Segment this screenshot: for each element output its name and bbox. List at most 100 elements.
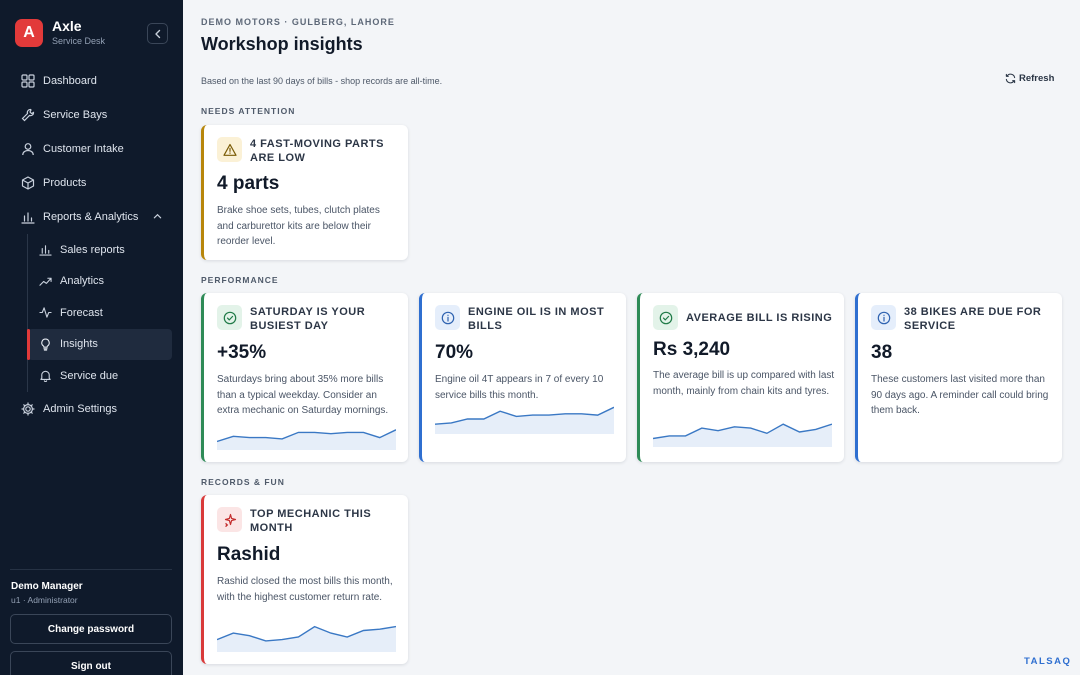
sidebar-divider — [10, 569, 172, 570]
user-icon — [20, 142, 35, 157]
lightbulb-icon — [38, 337, 52, 351]
sidebar-item-analytics[interactable]: Analytics — [28, 266, 183, 298]
pulse-icon — [38, 306, 52, 320]
sparkline-top-mechanic — [217, 625, 396, 652]
card-title: TOP MECHANIC THIS MONTH — [250, 508, 372, 534]
app-logo: A — [15, 18, 43, 47]
card-value: 4 parts — [217, 173, 280, 194]
user-role: u1 · Administrator — [11, 595, 78, 605]
info-icon — [435, 305, 460, 330]
insight-card-engine-oil[interactable]: ENGINE OIL IS IN MOST BILLS 70% Engine o… — [419, 293, 626, 462]
card-value: 38 — [871, 342, 893, 363]
app-subtitle: Service Desk — [52, 36, 106, 46]
warning-icon — [217, 137, 242, 162]
card-title: SATURDAY IS YOUR BUSIEST DAY — [250, 306, 366, 332]
card-value: +35% — [217, 342, 267, 363]
trend-icon — [38, 274, 52, 288]
sidebar-item-insights[interactable]: Insights — [27, 328, 172, 360]
sparkline-line — [217, 625, 396, 642]
sparkline-line — [435, 406, 614, 425]
change-password-button[interactable]: Change password — [10, 614, 172, 644]
refresh-icon — [1005, 73, 1016, 84]
card-title: ENGINE OIL IS IN MOST BILLS — [468, 306, 605, 332]
insight-card-bikes-due[interactable]: 38 BIKES ARE DUE FOR SERVICE 38 These cu… — [855, 293, 1062, 462]
card-description: Saturdays bring about 35% more bills tha… — [217, 374, 389, 416]
wrench-icon — [20, 108, 35, 123]
sidebar-item-label: Service Bays — [43, 109, 108, 121]
sidebar-item-forecast[interactable]: Forecast — [28, 297, 183, 329]
shop-name: DEMO MOTORS · GULBERG, LAHORE — [201, 17, 395, 27]
sidebar-item-dashboard[interactable]: Dashboard — [0, 64, 183, 98]
card-description: Rashid closed the most bills this month,… — [217, 576, 393, 603]
card-title: 38 BIKES ARE DUE FOR SERVICE — [904, 306, 1042, 332]
card-value: Rashid — [217, 544, 281, 565]
sparkline-line — [217, 429, 396, 443]
grid-icon — [20, 74, 35, 89]
card-title: AVERAGE BILL IS RISING — [686, 311, 833, 324]
refresh-button[interactable]: Refresh — [1005, 73, 1054, 84]
sparkline-busiest-day — [217, 429, 396, 450]
main-content: DEMO MOTORS · GULBERG, LAHORE Workshop i… — [183, 0, 1080, 675]
card-value: 70% — [435, 342, 474, 363]
card-value: Rs 3,240 — [653, 339, 731, 360]
card-description: Engine oil 4T appears in 7 of every 10 s… — [435, 374, 604, 401]
insight-card-average-bill[interactable]: AVERAGE BILL IS RISING Rs 3,240 The aver… — [637, 293, 844, 462]
chevron-up-icon — [153, 212, 162, 224]
info-icon — [871, 305, 896, 330]
sparkline-line — [653, 423, 832, 440]
brand[interactable]: A Axle Service Desk — [15, 18, 105, 47]
collapse-sidebar-button[interactable] — [147, 23, 168, 44]
section-label-needs-attention: NEEDS ATTENTION — [201, 106, 296, 116]
sidebar-item-products[interactable]: Products — [0, 166, 183, 200]
bar-chart-icon — [20, 210, 35, 225]
insight-card-low-parts[interactable]: 4 FAST-MOVING PARTS ARE LOW 4 parts Brak… — [201, 125, 408, 260]
sidebar-item-label: Analytics — [60, 275, 105, 288]
sidebar-item-label: Insights — [60, 338, 98, 351]
sidebar-item-label: Admin Settings — [43, 402, 117, 415]
sidebar-item-customer-intake[interactable]: Customer Intake — [0, 132, 183, 166]
sidebar-item-label: Sales reports — [60, 243, 125, 256]
sidebar: A Axle Service Desk Dashboard Service Ba… — [0, 0, 183, 675]
sidebar-item-admin-settings[interactable]: Admin Settings — [0, 392, 183, 426]
main-nav: Dashboard Service Bays Customer Intake P… — [0, 64, 183, 426]
check-circle-icon — [217, 305, 242, 330]
page-title: Workshop insights — [201, 34, 363, 54]
sparkle-icon — [217, 507, 242, 532]
card-description: The average bill is up compared with las… — [653, 370, 835, 397]
refresh-label: Refresh — [1019, 73, 1055, 84]
gear-icon — [20, 401, 35, 416]
watermark: TALSAQ — [1024, 656, 1072, 667]
sparkline-engine-oil — [435, 406, 614, 434]
sidebar-item-reports-analytics[interactable]: Reports & Analytics — [0, 200, 183, 234]
check-circle-icon — [653, 305, 678, 330]
sparkline-area — [653, 424, 832, 447]
section-label-records: RECORDS & FUN — [201, 477, 285, 487]
reports-subnav: Sales reports Analytics Forecast Insight… — [27, 234, 183, 392]
insight-card-busiest-day[interactable]: SATURDAY IS YOUR BUSIEST DAY +35% Saturd… — [201, 293, 408, 462]
card-description: Brake shoe sets, tubes, clutch plates an… — [217, 205, 380, 247]
sidebar-item-label: Reports & Analytics — [43, 211, 139, 223]
sidebar-item-label: Service due — [60, 369, 119, 382]
sparkline-area — [217, 626, 396, 652]
card-title: 4 FAST-MOVING PARTS ARE LOW — [250, 138, 384, 164]
sidebar-item-service-bays[interactable]: Service Bays — [0, 98, 183, 132]
data-basis-note: Based on the last 90 days of bills - sho… — [201, 76, 443, 86]
sidebar-item-label: Customer Intake — [43, 143, 124, 155]
sparkline-average-bill — [653, 423, 832, 447]
chevron-left-icon — [154, 29, 160, 38]
sign-out-button[interactable]: Sign out — [10, 651, 172, 675]
card-description: These customers last visited more than 9… — [871, 374, 1049, 416]
current-user: Demo Manager u1 · Administrator — [11, 581, 83, 605]
insight-card-top-mechanic[interactable]: TOP MECHANIC THIS MONTH Rashid Rashid cl… — [201, 495, 408, 664]
section-label-performance: PERFORMANCE — [201, 275, 279, 285]
bell-icon — [38, 369, 52, 383]
sidebar-item-label: Dashboard — [43, 75, 97, 87]
app-name: Axle — [52, 18, 82, 34]
sidebar-item-service-due[interactable]: Service due — [28, 360, 183, 392]
sidebar-item-label: Products — [43, 177, 87, 189]
sidebar-item-sales-reports[interactable]: Sales reports — [28, 234, 183, 266]
user-name: Demo Manager — [11, 581, 83, 592]
box-icon — [20, 176, 35, 191]
sparkline-area — [217, 429, 396, 450]
sidebar-item-label: Forecast — [60, 306, 103, 319]
